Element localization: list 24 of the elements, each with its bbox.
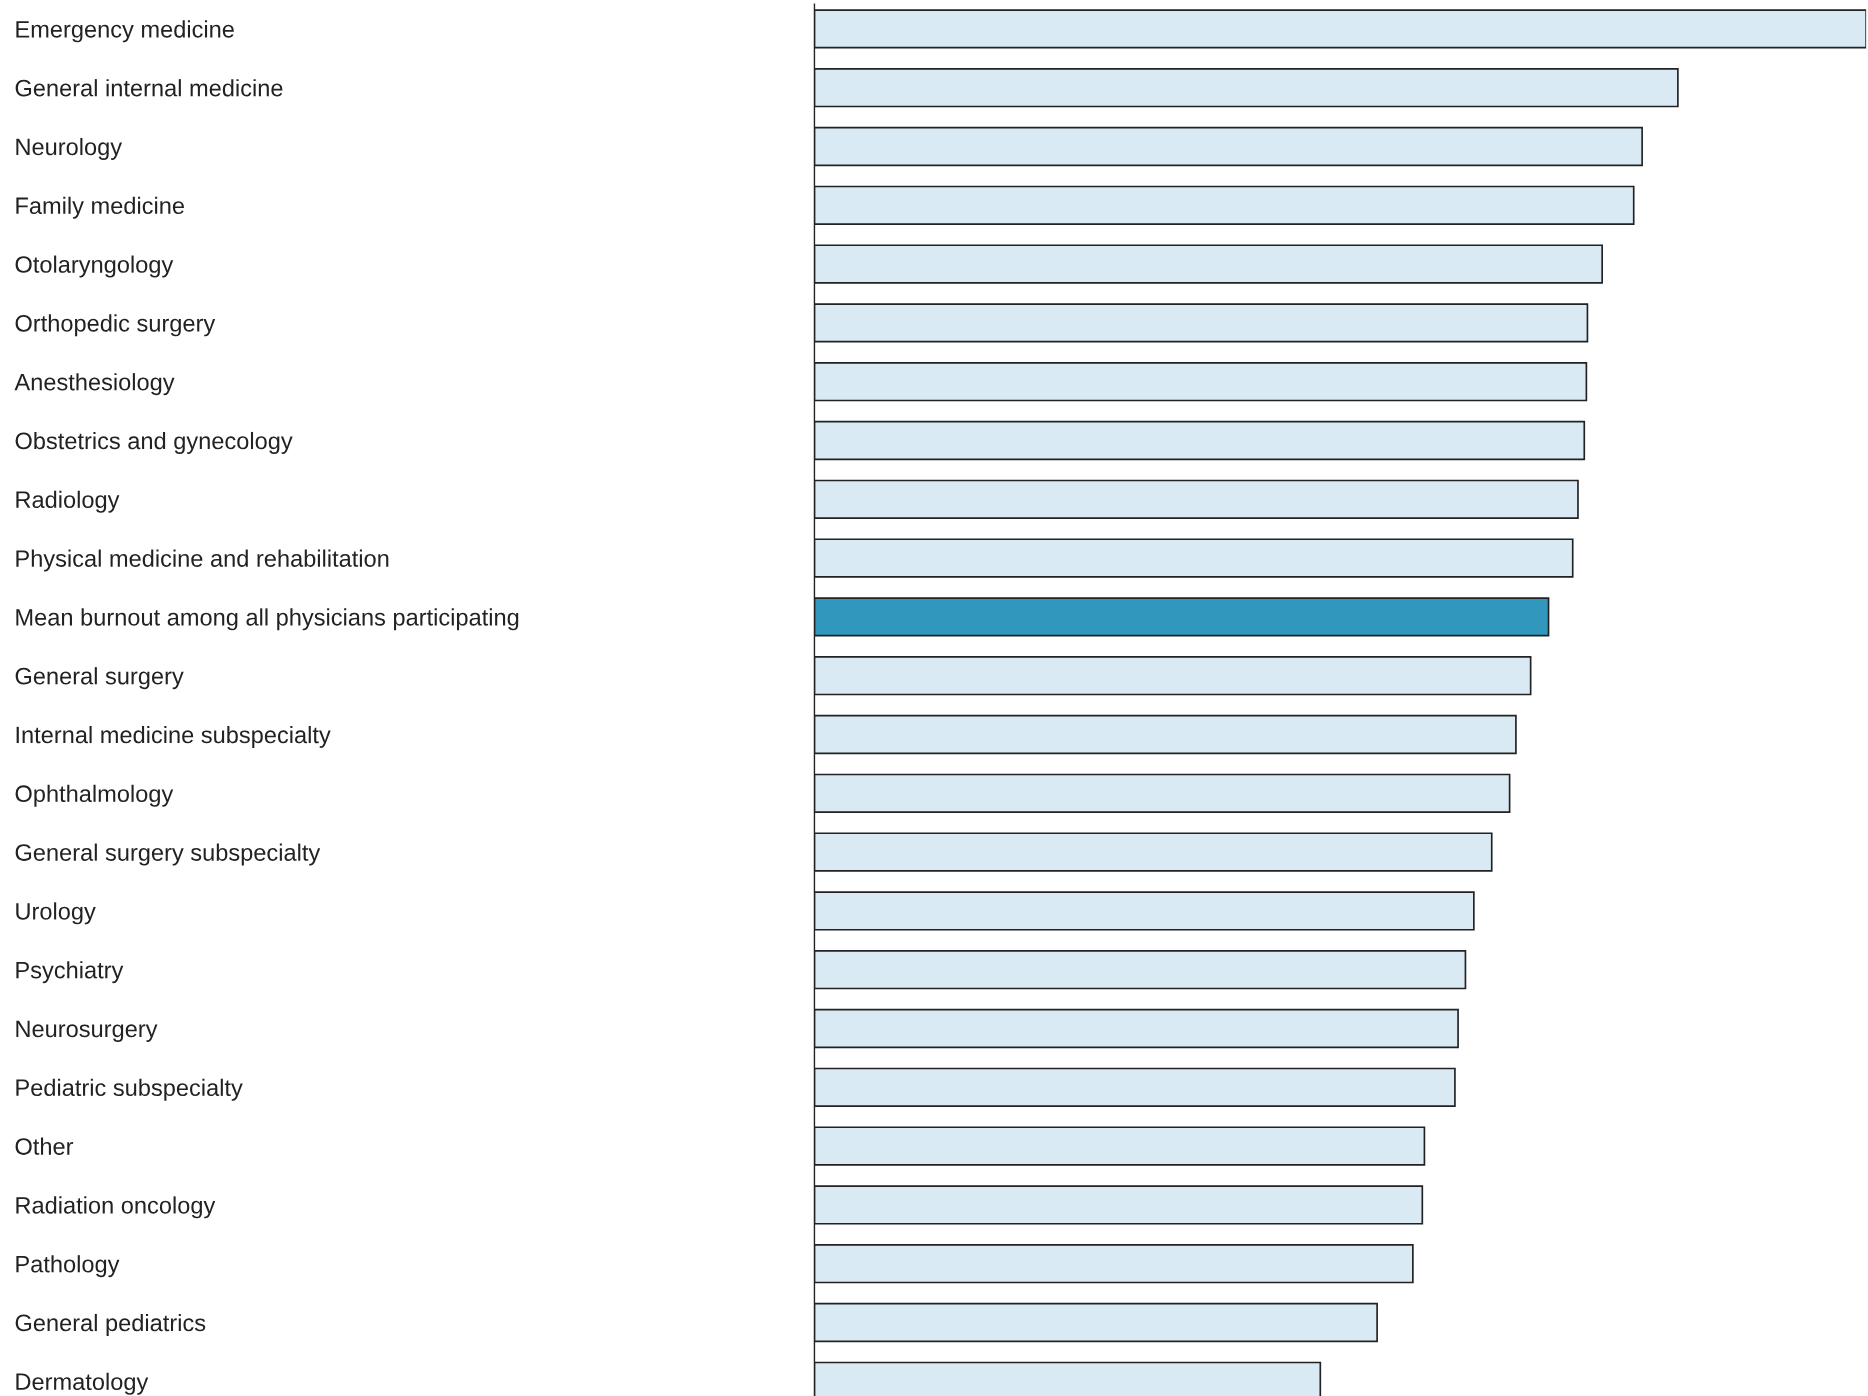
y-tick-label: Radiology (16, 490, 120, 513)
y-tick-label: Neurology (16, 137, 123, 160)
y-tick-label: Pediatric subspecialty (16, 1078, 243, 1101)
y-tick-label: General internal medicine (15, 79, 283, 97)
y-tick-label: Other (15, 1137, 74, 1155)
y-tick-label: Anesthesiology (14, 373, 175, 396)
y-tick-label: Urology (16, 902, 96, 925)
y-tick-label: Pathology (16, 1255, 120, 1278)
y-tick-label: Radiation oncology (16, 1196, 216, 1219)
y-tick-label: Neurosurgery (16, 1020, 158, 1042)
y-tick-label: Obstetrics and gynecology (15, 431, 293, 454)
y-tick-label: Emergency medicine (16, 20, 234, 43)
y-tick-label: Mean burnout among all physicians participating (16, 608, 519, 631)
y-tick-label: General surgery (15, 667, 184, 690)
y-tick-label: Family medicine (16, 196, 184, 219)
y-tick-label: Otolaryngology (15, 255, 174, 278)
y-tick-label: Ophthalmology (15, 784, 174, 807)
y-tick-label: Psychiatry (16, 961, 124, 984)
y-tick-label: Orthopedic surgery (15, 314, 216, 337)
y-tick-label: General surgery subspecialty (15, 843, 321, 866)
y-tick-label: General pediatrics (15, 1313, 206, 1336)
y-tick-label: Dermatology (16, 1372, 149, 1395)
y-tick-label: Internal medicine subspecialty (16, 725, 331, 748)
y-tick-label: Physical medicine and rehabilitation (16, 549, 389, 572)
